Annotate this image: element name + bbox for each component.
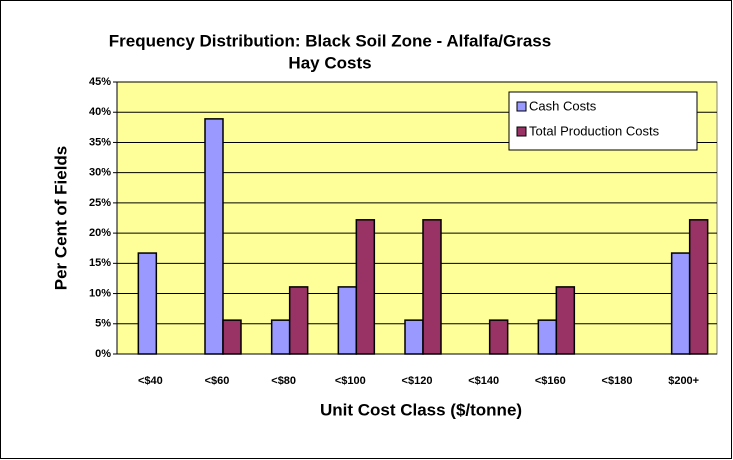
bar [555,286,576,355]
chart-title: Hay Costs [288,53,371,72]
bar [355,219,376,355]
legend-label: Total Production Costs [529,123,660,138]
y-tick-label: 5% [95,318,111,330]
bar [488,319,509,355]
legend-swatch [516,126,527,137]
y-tick-label: 20% [89,227,111,239]
chart-title: Frequency Distribution: Black Soil Zone … [109,31,551,50]
x-tick-label: <$140 [468,375,499,387]
legend-label: Cash Costs [529,98,597,113]
bar [270,319,291,355]
bar [422,219,442,355]
x-axis-title: Unit Cost Class ($/tonne) [320,400,522,419]
bar [670,252,691,355]
y-tick-label: 15% [89,257,111,269]
x-tick-label: <$60 [205,375,230,387]
x-tick-label: <$40 [138,375,163,387]
bar [137,252,158,355]
legend-box [508,91,698,151]
y-tick-label: 25% [89,197,111,209]
bar [537,319,558,355]
y-axis-title: Per Cent of Fields [51,146,70,291]
bar [222,319,242,355]
x-tick-label: <$100 [335,375,366,387]
y-tick-label: 30% [89,167,111,179]
bar [204,118,224,355]
x-tick-label: $200+ [668,375,699,387]
bar [688,219,709,355]
x-tick-label: <$160 [535,375,566,387]
y-tick-label: 35% [89,136,111,148]
y-tick-label: 40% [89,106,111,118]
y-tick-label: 10% [89,287,111,299]
legend-swatch [516,101,527,112]
x-tick-label: <$180 [602,375,633,387]
bar [288,286,309,355]
bar [337,286,358,355]
bar [404,319,424,355]
x-tick-label: <$80 [271,375,296,387]
x-tick-label: <$120 [402,375,433,387]
y-tick-label: 45% [89,76,111,88]
y-tick-label: 0% [95,348,111,360]
